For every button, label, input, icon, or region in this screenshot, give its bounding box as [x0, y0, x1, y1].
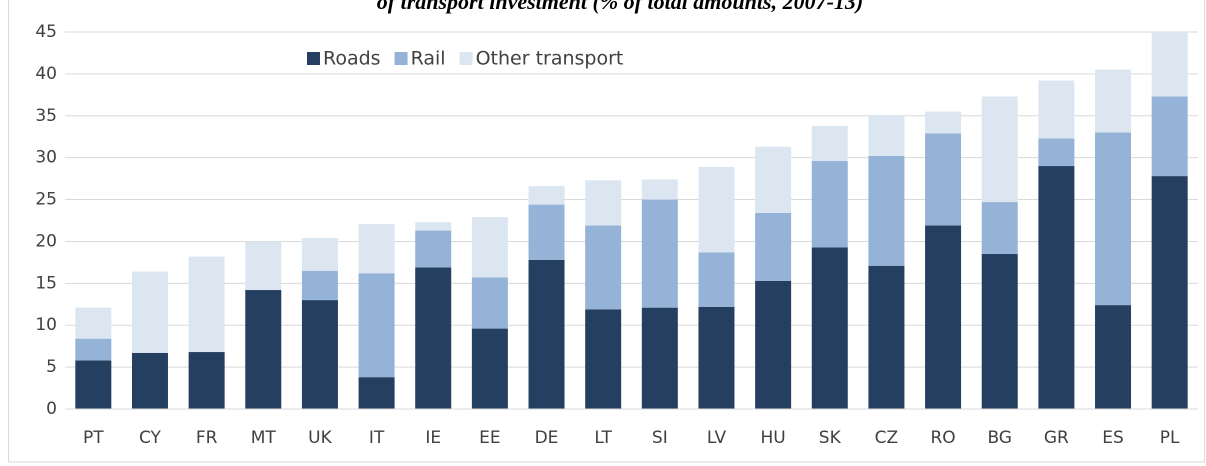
bar-segment	[471, 277, 508, 329]
bar-segment	[868, 265, 905, 409]
bar-segment	[301, 270, 338, 301]
bar-segment	[245, 241, 282, 291]
bar-segment	[641, 199, 678, 308]
bar-segment	[755, 280, 792, 409]
bar-segment	[471, 217, 508, 278]
bar-segment	[925, 111, 962, 134]
x-tick-label: HU	[761, 428, 786, 448]
y-tick-label: 10	[35, 315, 57, 335]
legend-label: Other transport	[476, 48, 624, 70]
bar-segment	[868, 155, 905, 266]
bar-segment	[981, 254, 1018, 409]
bar-segment	[811, 125, 848, 162]
bar-segment	[415, 230, 452, 268]
bar-segment	[528, 259, 565, 409]
bar-segment	[981, 202, 1018, 255]
bar-segment	[811, 161, 848, 248]
x-tick-label: CY	[139, 428, 162, 448]
y-tick-label: 5	[46, 357, 57, 377]
legend-swatch	[459, 52, 473, 65]
chart-title: of transport investment (% of total amou…	[377, 0, 863, 14]
bar-segment	[755, 212, 792, 281]
bar-segment	[358, 377, 395, 409]
legend-swatch	[394, 52, 408, 65]
bar-segment	[811, 247, 848, 409]
bar-segment	[528, 204, 565, 260]
bar-segment	[1095, 69, 1132, 133]
bar-segment	[131, 271, 168, 353]
x-tick-label: RO	[930, 428, 955, 448]
x-tick-label: FR	[196, 428, 218, 448]
legend-swatch	[307, 52, 320, 65]
bar-segment	[188, 256, 225, 353]
x-tick-label: GR	[1044, 428, 1069, 448]
bar-segment	[415, 222, 452, 231]
bar-segment	[188, 352, 225, 409]
bar-segment	[585, 225, 622, 310]
bar-segment	[698, 166, 735, 253]
bar-segment	[75, 338, 112, 361]
y-tick-label: 0	[46, 399, 57, 419]
x-tick-label: LT	[594, 428, 612, 448]
bar-segment	[925, 225, 962, 409]
x-tick-label: IE	[425, 428, 441, 448]
bar-segment	[1095, 305, 1132, 409]
x-tick-label: MT	[251, 428, 277, 448]
bar-segment	[981, 96, 1018, 203]
x-tick-label: PL	[1160, 428, 1180, 448]
legend-label: Rail	[411, 48, 446, 70]
bar-segment	[585, 309, 622, 409]
bar-segment	[1151, 32, 1188, 97]
bar-segment	[415, 267, 452, 409]
x-tick-label: SI	[652, 428, 668, 448]
bar-segment	[755, 146, 792, 213]
bar-segment	[358, 223, 395, 274]
y-tick-label: 25	[35, 190, 57, 210]
bar-segment	[528, 186, 565, 205]
x-tick-label: EE	[479, 428, 500, 448]
bar-segment	[1095, 132, 1132, 306]
bar-segment	[1038, 166, 1075, 409]
y-tick-label: 40	[35, 64, 57, 84]
y-tick-label: 20	[35, 231, 57, 251]
y-tick-label: 35	[35, 106, 57, 126]
bar-segment	[471, 328, 508, 409]
x-tick-label: IT	[369, 428, 385, 448]
bar-segment	[301, 238, 338, 271]
bar-segment	[1151, 96, 1188, 177]
x-tick-label: LV	[707, 428, 727, 448]
bar-segment	[585, 180, 622, 226]
x-tick-label: UK	[308, 428, 332, 448]
legend: Roads Rail Other transport	[307, 48, 623, 70]
y-tick-label: 15	[35, 273, 57, 293]
x-tick-label: PT	[83, 428, 104, 448]
bar-segment	[698, 306, 735, 409]
x-tick-label: BG	[987, 428, 1012, 448]
bar-segment	[925, 133, 962, 226]
bar-segment	[358, 273, 395, 378]
bar-segment	[1038, 138, 1075, 167]
x-tick-label: CZ	[875, 428, 899, 448]
bar-segment	[698, 252, 735, 307]
bar-segment	[868, 114, 905, 156]
y-tick-label: 30	[35, 148, 57, 168]
bar-segment	[245, 290, 282, 409]
bar-segment	[641, 307, 678, 409]
x-tick-label: ES	[1102, 428, 1124, 448]
bar-segment	[1038, 80, 1075, 139]
bar-segment	[641, 179, 678, 200]
chart-border	[8, 0, 1205, 463]
bar-segment	[131, 352, 168, 409]
legend-label: Roads	[323, 48, 381, 70]
bar-segment	[75, 360, 112, 409]
x-tick-label: DE	[535, 428, 559, 448]
bar-segment	[301, 300, 338, 409]
bar-segment	[1151, 176, 1188, 409]
y-tick-label: 45	[35, 22, 57, 42]
bar-segment	[75, 307, 112, 339]
x-tick-label: SK	[819, 428, 842, 448]
